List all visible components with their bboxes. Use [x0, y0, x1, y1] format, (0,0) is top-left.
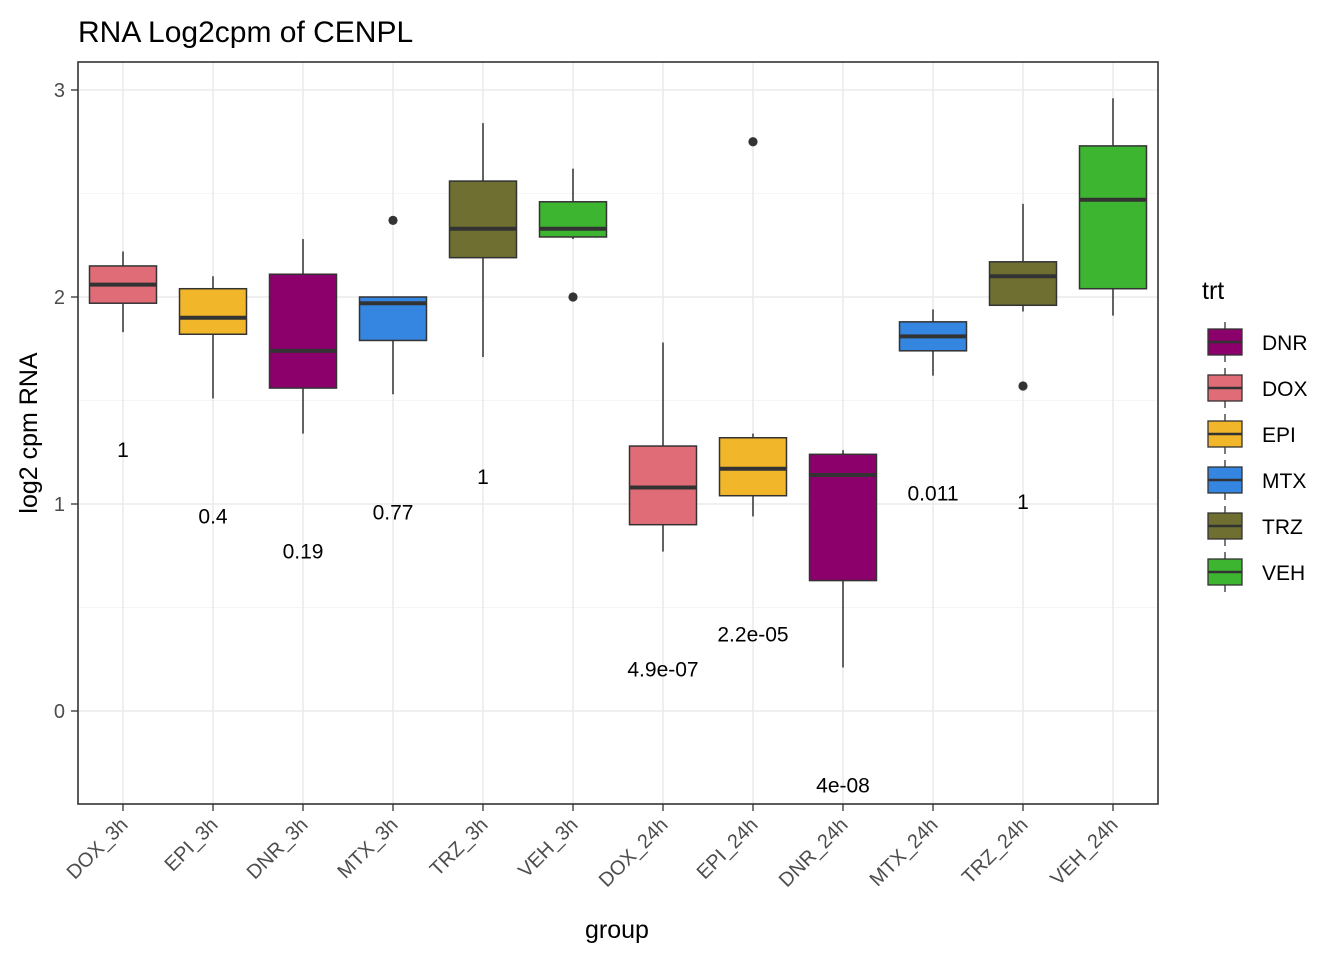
x-tick-label: DNR_3h — [243, 814, 313, 884]
p-value-label: 1 — [477, 466, 489, 489]
x-tick-label: MTX_3h — [334, 814, 403, 883]
legend: trt DNR DOX EPI MTX TRZ VEH — [1202, 277, 1308, 592]
legend-label: EPI — [1262, 424, 1296, 447]
legend-label: VEH — [1262, 562, 1305, 585]
x-axis: DOX_3h EPI_3h DNR_3h MTX_3h TRZ_3h VEH_3h DOX_… — [63, 804, 1123, 892]
legend-label: TRZ — [1262, 516, 1303, 539]
box-body — [538, 201, 608, 238]
box-body — [718, 437, 788, 497]
y-tick-label: 1 — [54, 494, 65, 516]
box-TRZ_3h — [448, 123, 518, 358]
y-tick-label: 2 — [54, 287, 65, 309]
box-DOX_3h — [88, 251, 158, 333]
legend-item-mtx: MTX — [1207, 460, 1306, 500]
box-DNR_24h — [808, 450, 878, 668]
legend-title: trt — [1202, 277, 1224, 305]
box-MTX_24h — [898, 309, 968, 376]
plot-panel: 1 0.4 0.19 0.77 1 4.9e-07 2.2e-05 4e-08 0.011 1 — [77, 61, 1159, 805]
panel-border — [77, 61, 1159, 805]
box-TRZ_24h — [988, 203, 1058, 391]
y-tick-label: 0 — [54, 701, 65, 723]
box-body — [178, 287, 248, 336]
y-axis: 0 1 2 3 — [54, 80, 78, 723]
box-body — [1078, 145, 1148, 290]
legend-item-epi: EPI — [1207, 414, 1296, 454]
outlier-point — [568, 292, 578, 302]
x-tick-label: VEH_3h — [514, 814, 582, 882]
box-EPI_3h — [178, 276, 248, 399]
legend-item-veh: VEH — [1207, 552, 1305, 592]
box-DOX_24h — [628, 342, 698, 552]
box-DNR_3h — [268, 239, 338, 434]
legend-items: DNR DOX EPI MTX TRZ VEH — [1207, 322, 1308, 592]
p-value-label: 0.011 — [908, 483, 959, 506]
boxplot-series — [88, 98, 1148, 668]
x-tick-label: DOX_24h — [595, 814, 673, 892]
x-tick-label: TRZ_24h — [958, 814, 1033, 889]
x-tick-label: DNR_24h — [775, 814, 853, 892]
p-value-label: 0.4 — [198, 505, 228, 528]
chart-title: RNA Log2cpm of CENPL — [78, 16, 413, 49]
legend-item-trz: TRZ — [1207, 506, 1303, 546]
outlier-point — [388, 215, 398, 226]
legend-label: DOX — [1262, 378, 1308, 401]
x-tick-label: EPI_3h — [161, 814, 223, 876]
p-value-labels: 1 0.4 0.19 0.77 1 4.9e-07 2.2e-05 4e-08 0.011 1 — [117, 439, 1029, 797]
p-value-label: 1 — [1017, 491, 1029, 514]
p-value-label: 2.2e-05 — [717, 623, 788, 646]
x-tick-label: VEH_24h — [1046, 814, 1122, 890]
box-MTX_3h — [358, 215, 428, 395]
box-EPI_24h — [718, 137, 788, 517]
panel-background — [78, 62, 1158, 804]
box-body — [628, 445, 698, 526]
x-tick-label: DOX_3h — [63, 814, 133, 884]
x-tick-label: MTX_24h — [866, 814, 943, 891]
legend-item-dox: DOX — [1207, 368, 1308, 408]
outlier-point — [1018, 381, 1028, 391]
p-value-label: 0.19 — [283, 541, 324, 564]
box-VEH_24h — [1078, 98, 1148, 316]
x-tick-label: TRZ_3h — [426, 814, 493, 881]
p-value-label: 4e-08 — [816, 775, 870, 798]
legend-item-dnr: DNR — [1207, 322, 1308, 362]
p-value-label: 1 — [117, 439, 129, 462]
p-value-label: 0.77 — [373, 501, 414, 524]
y-axis-title: log2 cpm RNA — [15, 352, 43, 513]
y-tick-label: 3 — [54, 80, 65, 102]
box-body — [988, 261, 1058, 307]
legend-label: DNR — [1262, 332, 1308, 355]
box-VEH_3h — [538, 168, 608, 302]
outlier-point — [748, 137, 758, 147]
box-body — [268, 273, 338, 389]
box-body — [448, 180, 518, 259]
legend-label: MTX — [1262, 470, 1306, 493]
p-value-label: 4.9e-07 — [627, 659, 698, 682]
x-tick-label: EPI_24h — [693, 814, 763, 884]
x-axis-title: group — [585, 916, 649, 944]
